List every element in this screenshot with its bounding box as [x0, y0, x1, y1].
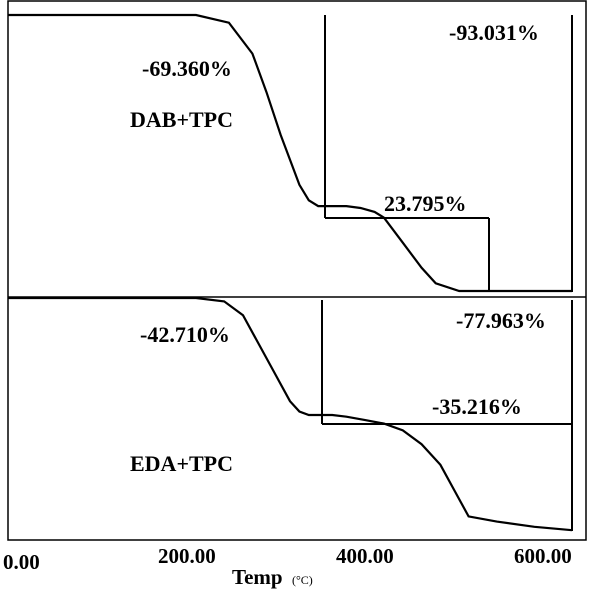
bottom-series-label: EDA+TPC — [130, 451, 233, 476]
dab-tpc-curve — [8, 13, 572, 293]
bottom-annotation-1: -42.710% — [140, 322, 230, 347]
top-series-label: DAB+TPC — [130, 107, 233, 132]
eda-tpc-curve — [8, 296, 573, 532]
x-tick-0: 0.00 — [3, 550, 40, 574]
bottom-annotation-3: -35.216% — [432, 394, 522, 419]
top-annotation-1: -69.360% — [142, 56, 232, 81]
bottom-annotation-2: -77.963% — [456, 308, 546, 333]
top-annotation-2: -93.031% — [449, 20, 539, 45]
x-axis-label: Temp — [232, 565, 283, 589]
x-tick-600: 600.00 — [514, 544, 572, 568]
x-tick-400: 400.00 — [336, 544, 394, 568]
x-axis-unit: (°C) — [292, 573, 313, 587]
x-tick-200: 200.00 — [158, 544, 216, 568]
top-annotation-3: 23.795% — [384, 191, 467, 216]
plot-frame — [7, 0, 587, 541]
